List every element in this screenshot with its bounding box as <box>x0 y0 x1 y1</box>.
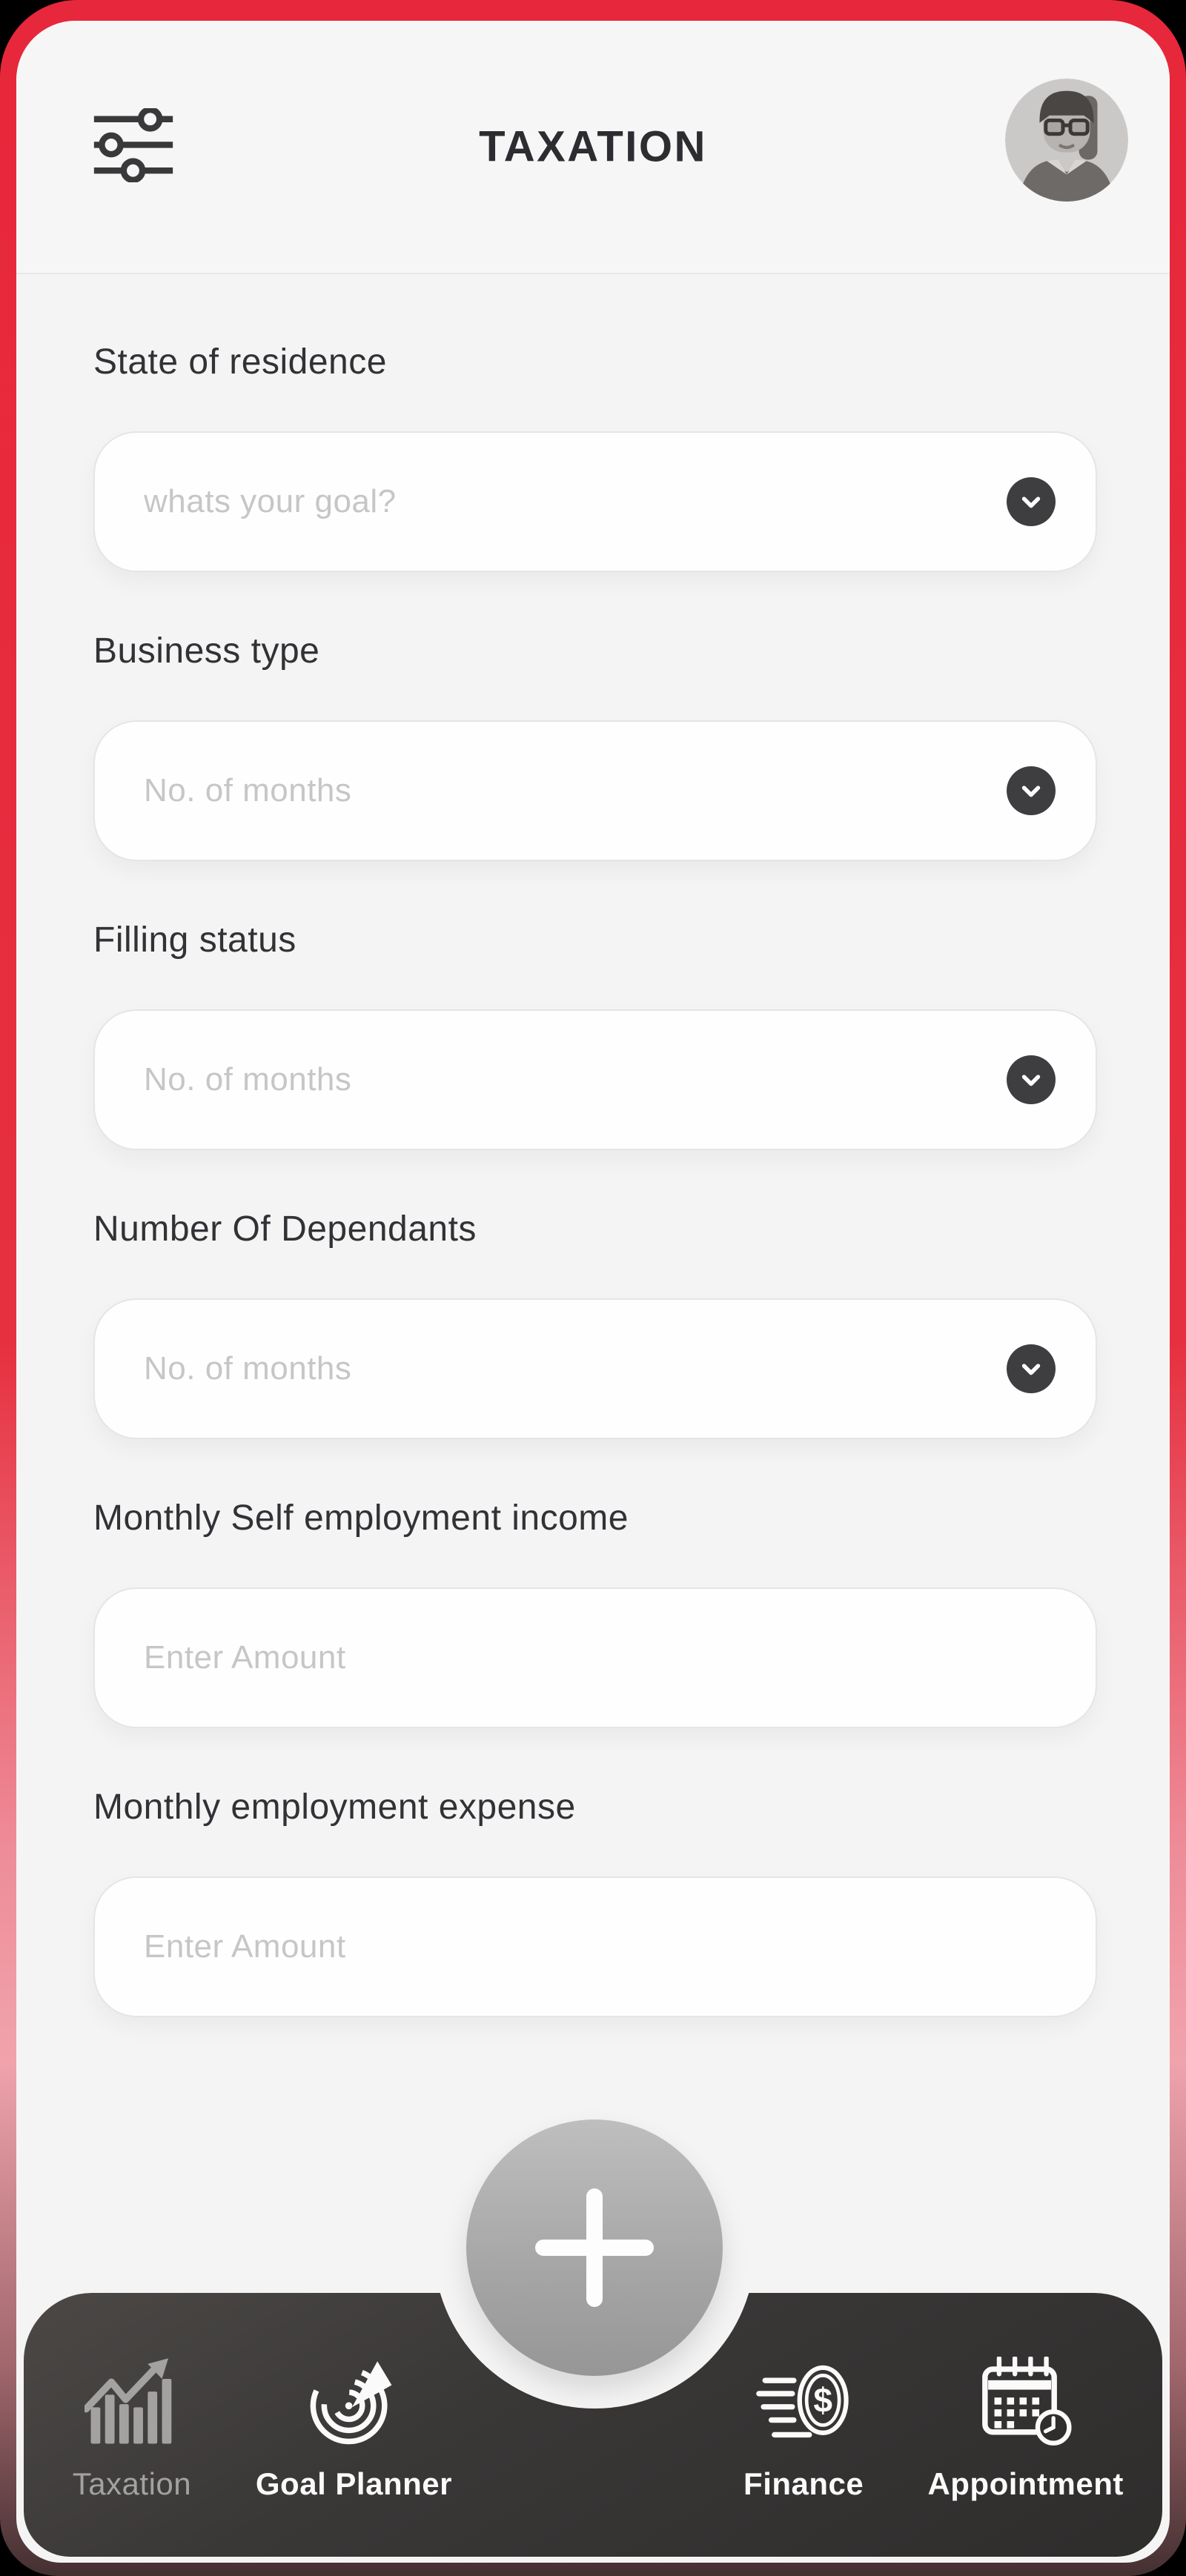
field-label: State of residence <box>93 342 387 382</box>
business-type-select[interactable]: No. of months <box>93 720 1097 861</box>
svg-text:$: $ <box>814 2381 833 2420</box>
chevron-down-icon <box>1007 766 1056 815</box>
chevron-down-icon <box>1007 1055 1056 1104</box>
avatar[interactable] <box>1005 79 1128 202</box>
nav-item-finance[interactable]: $ Finance <box>685 2352 922 2502</box>
nav-item-appointment[interactable]: Appointment <box>907 2352 1144 2502</box>
select-placeholder: No. of months <box>144 772 352 809</box>
number-of-dependants-select[interactable]: No. of months <box>93 1298 1097 1439</box>
field-label: Monthly employment expense <box>93 1787 576 1827</box>
page-title: TAXATION <box>479 122 707 171</box>
calendar-clock-icon <box>978 2352 1073 2447</box>
app-screen: TAXATION State of reside <box>16 21 1170 2563</box>
field-label: Business type <box>93 631 320 671</box>
select-placeholder: No. of months <box>144 1350 352 1387</box>
nav-item-taxation[interactable]: Taxation <box>16 2352 251 2502</box>
filling-status-select[interactable]: No. of months <box>93 1009 1097 1150</box>
coin-dollar-icon: $ <box>753 2352 854 2447</box>
nav-label: Appointment <box>927 2466 1124 2501</box>
header: TAXATION <box>16 21 1170 274</box>
employment-expense-input[interactable] <box>95 1928 944 1965</box>
state-of-residence-select[interactable]: whats your goal? <box>93 431 1097 572</box>
field-label: Monthly Self employment income <box>93 1498 629 1538</box>
taxation-form: State of residence whats your goal? Busi… <box>16 274 1170 2017</box>
nav-label: Finance <box>743 2466 864 2501</box>
self-employment-income-field-box <box>93 1587 1097 1728</box>
employment-expense-field-box <box>93 1876 1097 2017</box>
nav-item-goal-planner[interactable]: Goal Planner <box>235 2352 472 2502</box>
sliders-icon[interactable] <box>92 106 175 184</box>
chevron-down-icon <box>1007 477 1056 526</box>
nav-label: Goal Planner <box>255 2466 452 2501</box>
chevron-down-icon <box>1007 1344 1056 1393</box>
field-label: Number Of Dependants <box>93 1209 477 1249</box>
bar-chart-growth-icon <box>84 2352 179 2447</box>
self-employment-income-input[interactable] <box>95 1639 944 1676</box>
add-button[interactable] <box>466 2119 723 2376</box>
select-placeholder: whats your goal? <box>144 483 397 519</box>
bottom-nav: Taxation Goal Planner <box>24 2293 1162 2557</box>
plus-icon <box>535 2188 654 2307</box>
select-placeholder: No. of months <box>144 1061 352 1098</box>
target-dart-icon <box>308 2352 400 2447</box>
field-label: Filling status <box>93 920 296 960</box>
nav-label: Taxation <box>72 2466 192 2501</box>
